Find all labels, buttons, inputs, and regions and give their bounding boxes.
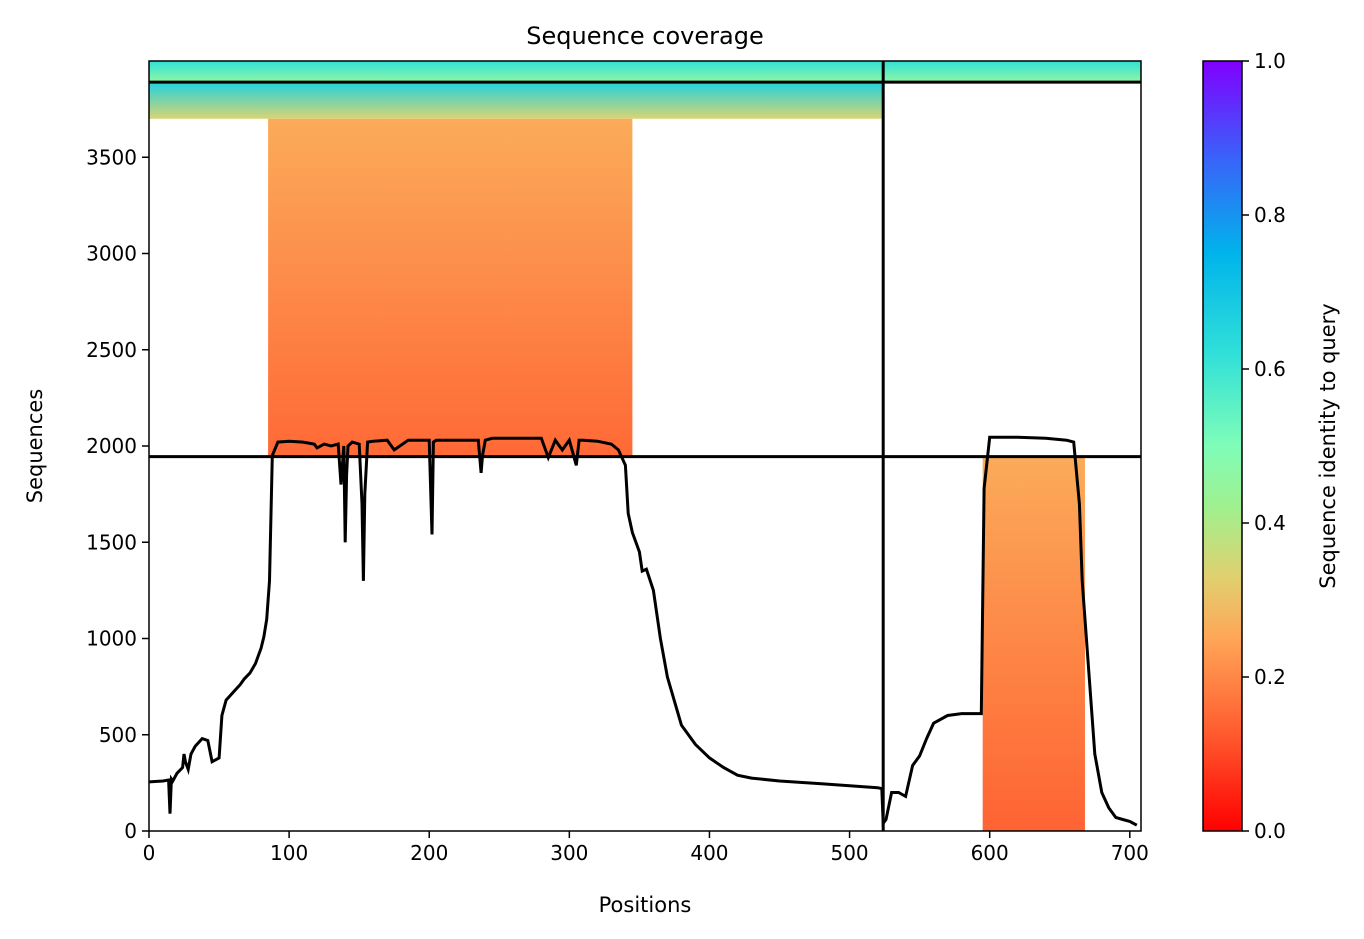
coverage-block xyxy=(982,456,1085,831)
group-dividers xyxy=(149,61,1141,831)
x-tick-label: 100 xyxy=(270,841,308,865)
x-axis-label: Positions xyxy=(599,893,692,917)
y-tick-label: 2000 xyxy=(86,434,137,458)
colorbar-tick-label: 0.6 xyxy=(1254,357,1286,381)
y-tick-label: 1000 xyxy=(86,627,137,651)
x-tick-label: 500 xyxy=(830,841,868,865)
x-tick-label: 600 xyxy=(971,841,1009,865)
colorbar-tick-label: 0.0 xyxy=(1254,819,1286,843)
coverage-line xyxy=(149,435,1138,828)
colorbar-tick-label: 1.0 xyxy=(1254,49,1286,73)
y-tick-label: 3500 xyxy=(86,145,137,169)
x-tick-label: 700 xyxy=(1111,841,1149,865)
x-tick-label: 300 xyxy=(550,841,588,865)
colorbar-tick-label: 0.8 xyxy=(1254,203,1286,227)
y-axis-label: Sequences xyxy=(23,389,47,504)
coverage-block xyxy=(268,118,633,457)
x-tick-label: 400 xyxy=(690,841,728,865)
y-axis: 0 500 1000 1500 2000 2500 3000 3500 xyxy=(86,145,149,843)
x-axis: 0 100 200 300 400 500 600 700 xyxy=(143,831,1149,865)
colorbar-tick-label: 0.2 xyxy=(1254,665,1286,689)
colorbar xyxy=(1202,60,1243,832)
x-tick-label: 0 xyxy=(143,841,156,865)
y-tick-label: 3000 xyxy=(86,242,137,266)
y-tick-label: 1500 xyxy=(86,530,137,554)
colorbar-tick-label: 0.4 xyxy=(1254,511,1286,535)
coverage-blocks xyxy=(149,61,1141,831)
x-tick-label: 200 xyxy=(410,841,448,865)
coverage-block xyxy=(883,61,1141,83)
coverage-block xyxy=(149,82,884,119)
y-tick-label: 0 xyxy=(124,819,137,843)
coverage-block xyxy=(149,61,884,83)
y-tick-label: 2500 xyxy=(86,338,137,362)
y-tick-label: 500 xyxy=(99,723,137,747)
chart-title: Sequence coverage xyxy=(526,22,763,50)
colorbar-label: Sequence identity to query xyxy=(1316,303,1340,588)
colorbar-ticks: 0.0 0.2 0.4 0.6 0.8 1.0 xyxy=(1242,49,1286,843)
